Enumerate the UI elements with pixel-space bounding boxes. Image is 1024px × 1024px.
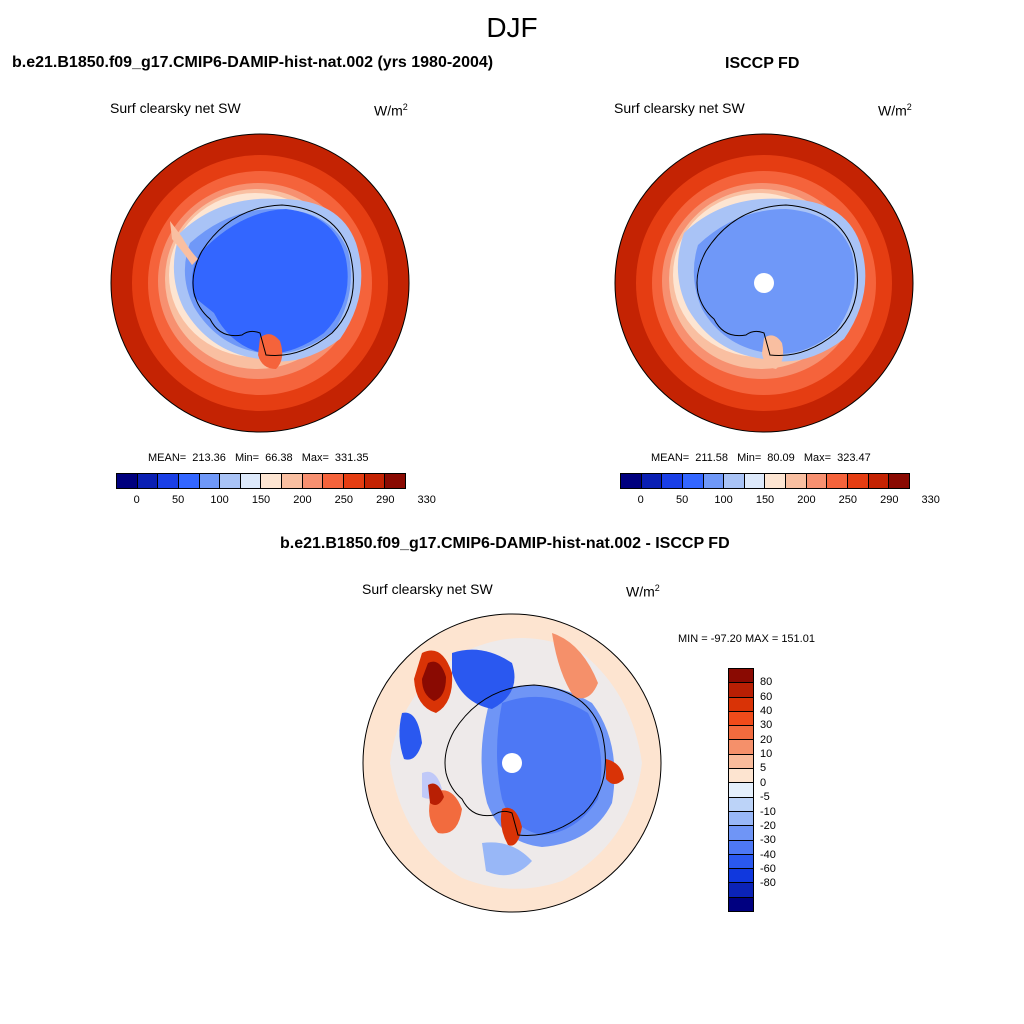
colorbar-swatch — [621, 474, 642, 488]
colorbar-swatch — [848, 474, 869, 488]
diff-colorbar — [728, 668, 754, 912]
colorbar-tick-label: 50 — [676, 494, 689, 506]
colorbar-tick-label: -40 — [760, 848, 776, 861]
colorbar-swatch — [729, 697, 753, 712]
left-polar-map — [110, 133, 410, 433]
colorbar-swatch — [729, 869, 753, 884]
colorbar-swatch — [724, 474, 745, 488]
colorbar-swatch — [344, 474, 365, 488]
right-variable-label: Surf clearsky net SW — [614, 100, 745, 116]
left-variable-label: Surf clearsky net SW — [110, 100, 241, 116]
left-colorbar — [116, 473, 406, 489]
colorbar-swatch — [868, 474, 890, 488]
colorbar-tick-label: 5 — [760, 762, 767, 775]
right-colorbar-labels: 0 50 100 150 200 250 290 330 — [620, 494, 940, 508]
colorbar-swatch — [729, 854, 753, 870]
colorbar-tick-label: -60 — [760, 862, 776, 875]
colorbar-swatch — [282, 474, 303, 488]
colorbar-swatch — [137, 474, 159, 488]
colorbar-tick-label: 40 — [760, 705, 773, 718]
colorbar-swatch — [729, 769, 753, 784]
diff-colorbar-labels: 80 60 40 30 20 10 5 0 -5 -10 -20 -30 -40 -60 -80 — [760, 668, 800, 910]
colorbar-tick-label: -80 — [760, 877, 776, 890]
colorbar-tick-label: 290 — [376, 494, 395, 506]
diff-minmax: MIN = -97.20 MAX = 151.01 — [678, 633, 815, 645]
colorbar-tick-label: 100 — [714, 494, 733, 506]
diff-units-label: W/m2 — [626, 583, 660, 600]
colorbar-swatch — [662, 474, 683, 488]
right-panel-title: ISCCP FD — [725, 55, 800, 72]
colorbar-tick-label: 250 — [334, 494, 354, 506]
colorbar-swatch — [703, 474, 725, 488]
colorbar-tick-label: 250 — [838, 494, 858, 506]
right-stats: MEAN= 211.58 Min= 80.09 Max= 323.47 — [651, 452, 871, 464]
colorbar-swatch — [682, 474, 704, 488]
colorbar-tick-label: 290 — [880, 494, 899, 506]
colorbar-tick-label: 0 — [133, 494, 140, 506]
colorbar-swatch — [323, 474, 345, 488]
colorbar-swatch — [158, 474, 179, 488]
right-units-label: W/m2 — [878, 102, 912, 119]
colorbar-swatch — [827, 474, 849, 488]
colorbar-tick-label: 150 — [251, 494, 271, 506]
diff-panel-title: b.e21.B1850.f09_g17.CMIP6-DAMIP-hist-nat… — [280, 535, 730, 552]
colorbar-swatch — [729, 683, 753, 698]
colorbar-swatch — [178, 474, 200, 488]
colorbar-swatch — [729, 669, 753, 684]
colorbar-tick-label: 200 — [797, 494, 816, 506]
colorbar-swatch — [729, 811, 753, 827]
colorbar-tick-label: -30 — [760, 834, 776, 847]
colorbar-swatch — [729, 883, 753, 898]
colorbar-tick-label: 330 — [921, 494, 940, 506]
colorbar-tick-label: 330 — [417, 494, 436, 506]
colorbar-tick-label: 60 — [760, 690, 773, 703]
colorbar-swatch — [786, 474, 807, 488]
colorbar-swatch — [364, 474, 386, 488]
colorbar-tick-label: 80 — [760, 676, 773, 689]
colorbar-swatch — [729, 740, 753, 755]
colorbar-tick-label: 10 — [760, 748, 773, 761]
colorbar-swatch — [261, 474, 283, 488]
left-units-label: W/m2 — [374, 102, 408, 119]
colorbar-swatch — [302, 474, 324, 488]
colorbar-swatch — [199, 474, 221, 488]
right-polar-map — [614, 133, 914, 433]
colorbar-swatch — [729, 754, 753, 770]
colorbar-tick-label: -5 — [760, 791, 770, 804]
colorbar-tick-label: 30 — [760, 719, 773, 732]
colorbar-swatch — [240, 474, 262, 488]
colorbar-swatch — [117, 474, 138, 488]
colorbar-swatch — [729, 726, 753, 741]
diff-variable-label: Surf clearsky net SW — [362, 581, 493, 597]
colorbar-tick-label: 100 — [210, 494, 229, 506]
colorbar-tick-label: 150 — [755, 494, 775, 506]
colorbar-swatch — [729, 711, 753, 727]
left-stats: MEAN= 213.36 Min= 66.38 Max= 331.35 — [148, 452, 369, 464]
colorbar-swatch — [729, 840, 753, 855]
colorbar-swatch — [385, 474, 405, 488]
colorbar-tick-label: 20 — [760, 733, 773, 746]
colorbar-swatch — [220, 474, 241, 488]
season-title: DJF — [486, 12, 538, 43]
colorbar-tick-label: 200 — [293, 494, 312, 506]
diff-polar-map — [362, 613, 662, 913]
colorbar-swatch — [641, 474, 663, 488]
colorbar-swatch — [729, 897, 753, 912]
colorbar-swatch — [729, 826, 753, 841]
colorbar-swatch — [765, 474, 787, 488]
colorbar-swatch — [744, 474, 766, 488]
colorbar-swatch — [806, 474, 828, 488]
colorbar-tick-label: 50 — [172, 494, 185, 506]
colorbar-swatch — [889, 474, 909, 488]
colorbar-tick-label: -20 — [760, 819, 776, 832]
right-colorbar — [620, 473, 910, 489]
colorbar-tick-label: 0 — [760, 776, 767, 789]
left-colorbar-labels: 0 50 100 150 200 250 290 330 — [116, 494, 436, 508]
colorbar-tick-label: -10 — [760, 805, 776, 818]
colorbar-tick-label: 0 — [637, 494, 644, 506]
left-panel-title: b.e21.B1850.f09_g17.CMIP6-DAMIP-hist-nat… — [12, 54, 494, 71]
colorbar-swatch — [729, 783, 753, 798]
colorbar-swatch — [729, 797, 753, 812]
